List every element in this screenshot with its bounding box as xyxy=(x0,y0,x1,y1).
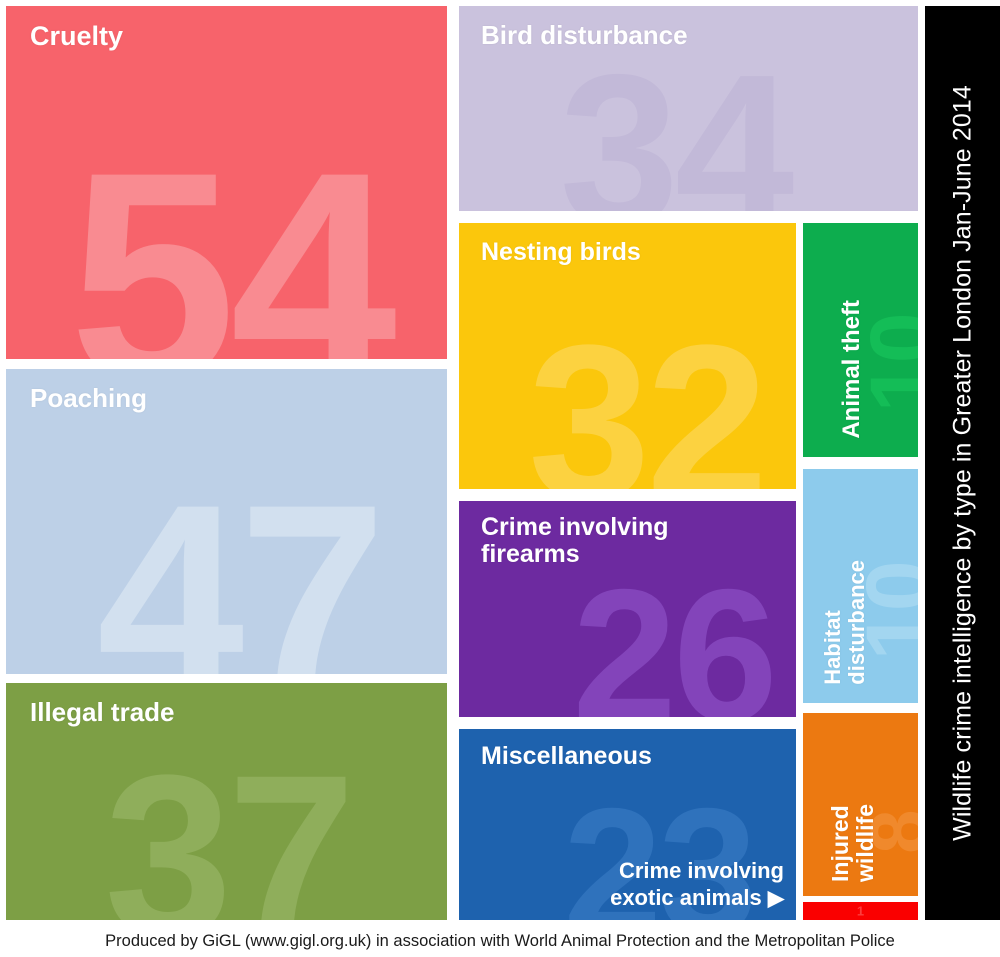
tile-label-habitat-disturbance: Habitat disturbance xyxy=(820,560,870,685)
treemap-tile-habitat-disturbance[interactable]: 10 Habitat disturbance xyxy=(803,469,918,703)
tile-value-animal-theft: 10 xyxy=(852,314,918,413)
treemap-tile-bird-disturbance[interactable]: 34 Bird disturbance xyxy=(459,6,918,211)
tile-label-illegal-trade: Illegal trade xyxy=(30,697,175,727)
tile-label-crime-involving-firearms: Crime involving firearms xyxy=(481,513,669,568)
treemap-tile-crime-involving-exotic-animals[interactable]: 1 xyxy=(803,902,918,920)
treemap-tile-injured-wildlife[interactable]: 8 Injured wildlife xyxy=(803,713,918,896)
treemap-tile-illegal-trade[interactable]: 37 Illegal trade xyxy=(6,683,447,920)
right-triangle-arrow-icon: ▶ xyxy=(767,887,784,911)
exotic-animals-callout: Crime involving exotic animals ▶ xyxy=(610,858,784,912)
treemap-tile-animal-theft[interactable]: 10 Animal theft xyxy=(803,223,918,457)
treemap-tile-cruelty[interactable]: 54 Cruelty xyxy=(6,6,447,359)
tile-label-cruelty: Cruelty xyxy=(30,21,124,51)
tile-value-habitat-disturbance: 10 xyxy=(847,562,919,661)
tile-label-nesting-birds: Nesting birds xyxy=(481,238,641,266)
treemap-tile-miscellaneous[interactable]: 23 Miscellaneous Crime involving exotic … xyxy=(459,729,796,920)
tile-value-illegal-trade: 37 xyxy=(104,726,355,920)
treemap-tile-poaching[interactable]: 47 Poaching xyxy=(6,369,447,674)
chart-title: Wildlife crime intelligence by type in G… xyxy=(948,85,976,841)
tile-label-miscellaneous: Miscellaneous xyxy=(481,742,652,770)
tile-label-injured-wildlife: Injured wildlife xyxy=(827,804,879,882)
tile-value-cruelty: 54 xyxy=(69,109,397,359)
tile-value-crime-involving-firearms: 26 xyxy=(572,550,777,717)
tile-value-poaching: 47 xyxy=(96,450,386,674)
treemap-tile-crime-involving-firearms[interactable]: 26 Crime involving firearms xyxy=(459,501,796,717)
tile-label-bird-disturbance: Bird disturbance xyxy=(481,20,688,50)
chart-title-bar: Wildlife crime intelligence by type in G… xyxy=(925,6,1000,920)
tile-label-poaching: Poaching xyxy=(30,383,148,413)
tile-value-crime-involving-exotic-animals: 1 xyxy=(856,903,865,919)
tile-value-bird-disturbance: 34 xyxy=(559,29,794,211)
exotic-animals-callout-text: Crime involving exotic animals xyxy=(610,858,784,911)
footer-credit: Produced by GiGL (www.gigl.org.uk) in as… xyxy=(105,931,895,950)
tile-value-nesting-birds: 32 xyxy=(528,299,768,489)
treemap-chart: 54 Cruelty 47 Poaching 37 Illegal trade … xyxy=(6,6,918,920)
tile-label-animal-theft: Animal theft xyxy=(837,300,865,439)
treemap-tile-nesting-birds[interactable]: 32 Nesting birds xyxy=(459,223,796,489)
